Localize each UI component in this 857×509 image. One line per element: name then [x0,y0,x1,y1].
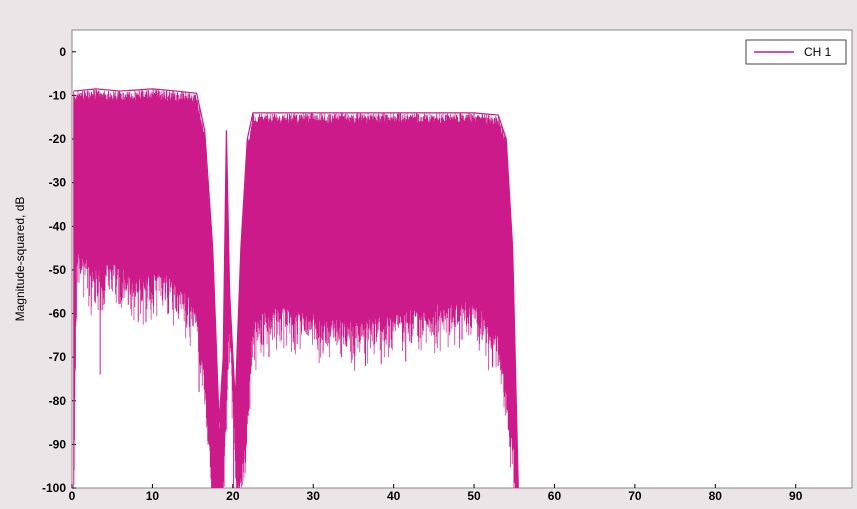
y-tick-label: -10 [49,88,67,102]
y-tick-label: -60 [49,307,67,321]
series-ch1-band [73,89,519,488]
y-tick-label: -70 [49,350,67,364]
x-axis-ticks: 0 10 20 30 40 50 60 70 80 90 [69,484,803,503]
x-tick-label: 0 [69,489,76,503]
x-tick-label: 60 [548,489,562,503]
y-tick-label: -20 [49,132,67,146]
x-tick-label: 80 [709,489,723,503]
series-ch1-envelope [73,88,519,489]
legend: CH 1 [745,39,847,65]
x-tick-label: 50 [467,489,481,503]
y-tick-label: -100 [42,481,66,495]
y-tick-label: 0 [59,45,66,59]
x-tick-label: 40 [387,489,401,503]
legend-label-ch1: CH 1 [804,45,832,59]
y-tick-label: -90 [49,437,67,451]
y-axis-ticks: 0 -10 -20 -30 -40 -50 -60 -70 -80 -90 -100 [42,45,76,495]
y-tick-label: -80 [49,394,67,408]
x-tick-label: 20 [226,489,240,503]
y-axis-label: Magnitude-squared, dB [13,197,27,322]
x-tick-label: 30 [307,489,321,503]
x-tick-label: 10 [146,489,160,503]
y-tick-label: -40 [49,219,67,233]
series-layer [73,88,519,489]
y-tick-label: -30 [49,176,67,190]
x-tick-label: 90 [789,489,803,503]
y-tick-label: -50 [49,263,67,277]
x-tick-label: 70 [628,489,642,503]
